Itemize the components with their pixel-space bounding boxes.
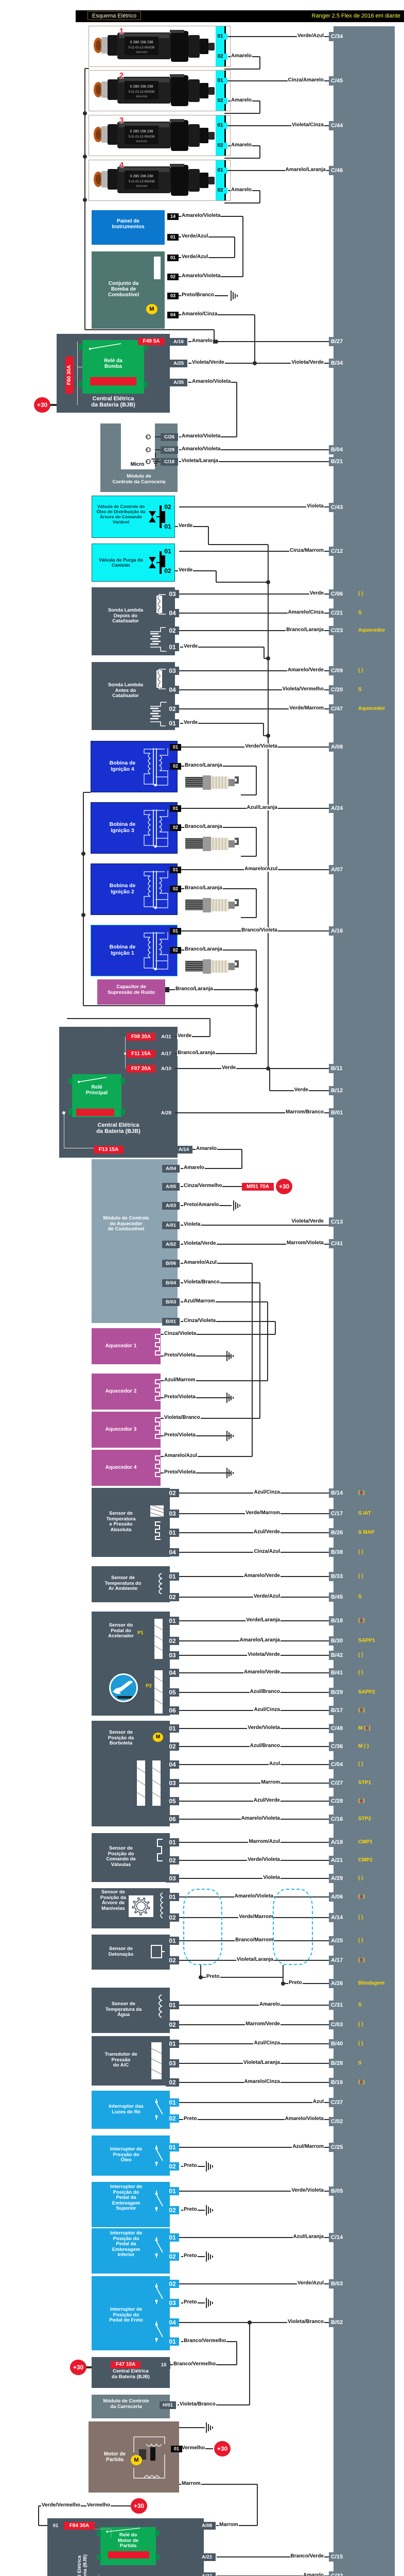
- svg-text:AMv6/9A: AMv6/9A: [136, 95, 148, 98]
- svg-text:0 280 158 238: 0 280 158 238: [130, 85, 153, 89]
- svg-text:0 280 158 238: 0 280 158 238: [130, 175, 153, 178]
- svg-text:5-11-01-12-00v538: 5-11-01-12-00v538: [129, 135, 155, 139]
- svg-text:0 280 158 238: 0 280 158 238: [130, 41, 153, 44]
- svg-text:AMv6/9A: AMv6/9A: [136, 51, 148, 54]
- svg-text:0 280 158 238: 0 280 158 238: [130, 130, 153, 133]
- svg-text:5-11-01-12-00v538: 5-11-01-12-00v538: [129, 46, 155, 49]
- svg-text:5-11-01-12-00v538: 5-11-01-12-00v538: [129, 180, 155, 183]
- svg-text:AMv6/9A: AMv6/9A: [136, 140, 148, 143]
- svg-text:5-11-01-12-00v538: 5-11-01-12-00v538: [129, 91, 155, 94]
- svg-text:AMv6/9A: AMv6/9A: [136, 185, 148, 188]
